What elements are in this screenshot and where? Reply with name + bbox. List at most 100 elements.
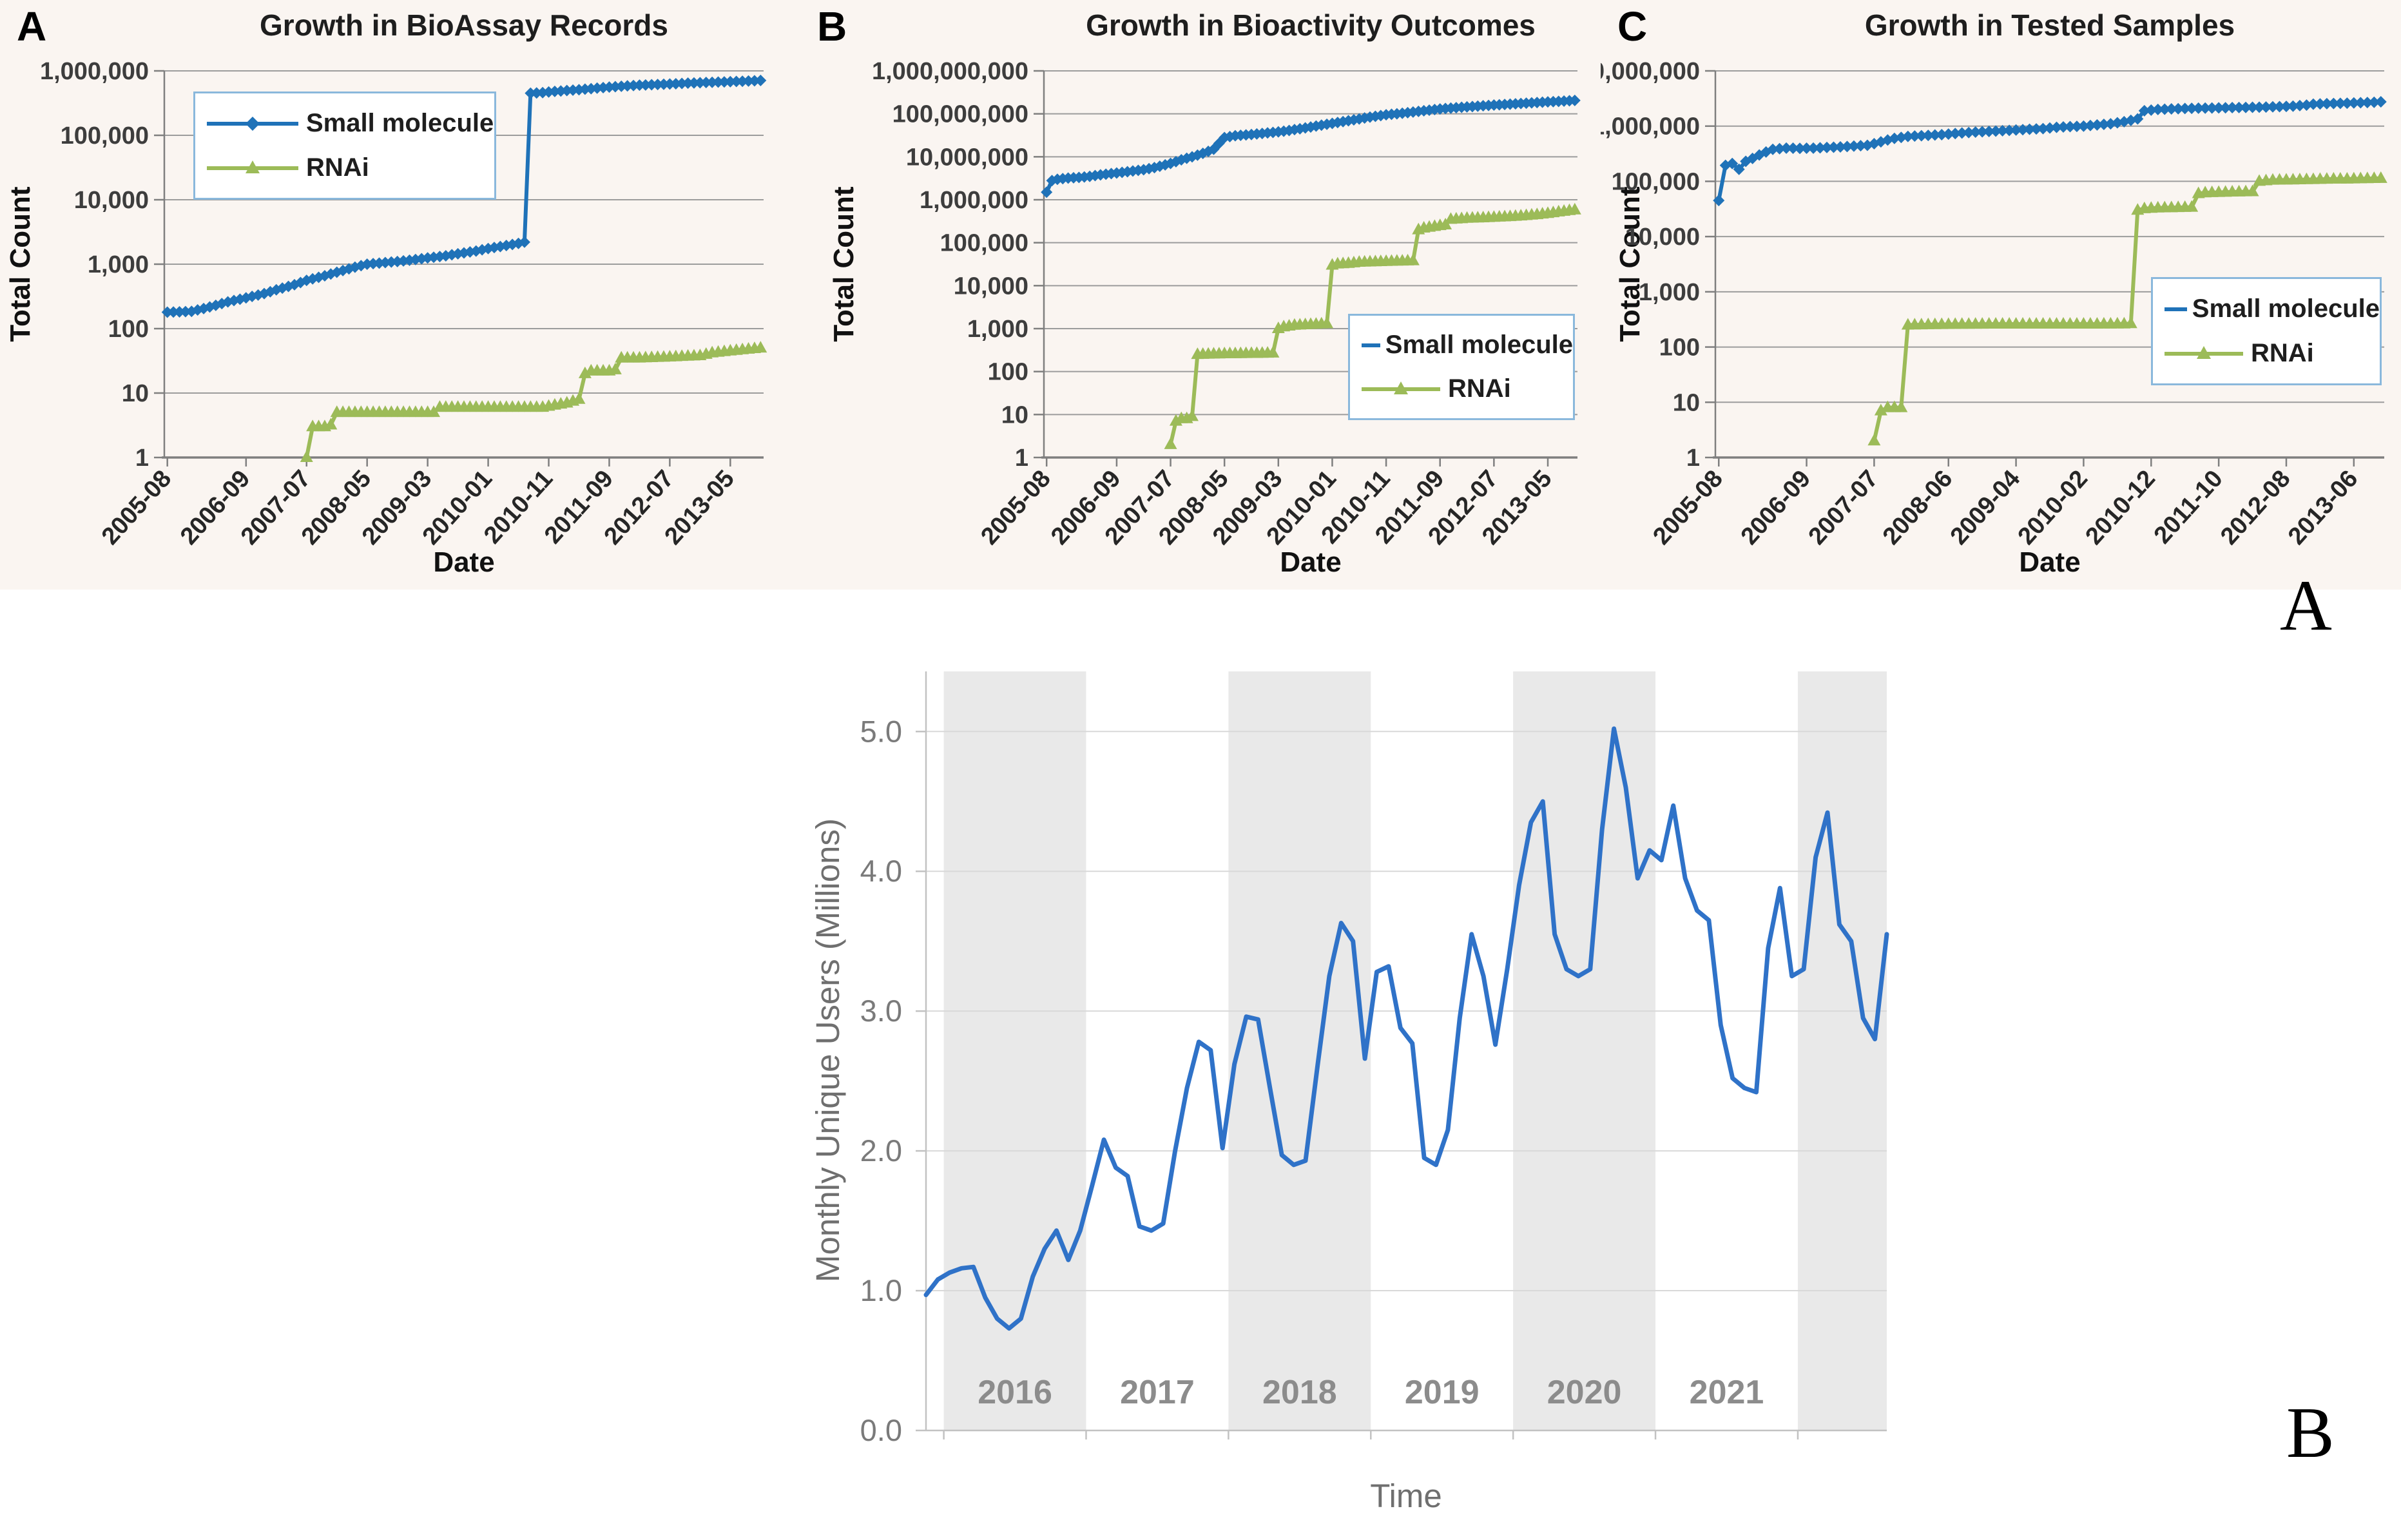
- panel-c-title: Growth in Tested Samples: [1864, 8, 2235, 42]
- series-line: [304, 346, 761, 458]
- gridlines: [926, 731, 1887, 1292]
- svg-text:2005-08: 2005-08: [976, 465, 1056, 550]
- small-molecule-line-marker-icon: [207, 116, 298, 131]
- legend-item-rnai: RNAi: [195, 153, 494, 182]
- svg-text:2021: 2021: [1690, 1374, 1764, 1411]
- svg-text:2010-12: 2010-12: [2080, 465, 2161, 550]
- panel-a-legend: Small molecule RNAi: [193, 91, 496, 200]
- small-molecule-line-marker-icon: [1362, 343, 1380, 347]
- svg-text:2018: 2018: [1262, 1374, 1337, 1411]
- legend-label: RNAi: [1448, 374, 1511, 403]
- rnai-line-marker-icon: [2165, 345, 2243, 359]
- svg-text:100,000: 100,000: [940, 230, 1028, 257]
- y-tick-labels: 1 10 100 1,000 10,000 100,000 1,000,000 10,000,…: [1601, 58, 1700, 472]
- section-label-b: B: [2286, 1393, 2335, 1473]
- svg-text:2013-06: 2013-06: [2283, 465, 2364, 550]
- svg-text:100,000: 100,000: [61, 122, 149, 149]
- svg-text:2.0: 2.0: [860, 1133, 902, 1168]
- bottom-y-axis-title: Monthly Unique Users (Millions): [809, 818, 846, 1282]
- svg-text:100: 100: [1659, 334, 1700, 361]
- legend-item-small-molecule: Small molecule: [1350, 331, 1573, 360]
- svg-text:1: 1: [1015, 445, 1028, 472]
- legend-label: RNAi: [306, 153, 369, 182]
- y-tick-labels: 1 10 100 1,000 10,000 100,000 1,000,000 10,000,…: [872, 58, 1028, 472]
- year-labels: 2016 2017 2018 2019 2020 2021: [978, 1374, 1764, 1411]
- svg-text:1.0: 1.0: [860, 1273, 902, 1307]
- panel-a-x-axis-title: Date: [433, 546, 495, 578]
- panel-letter-a: A: [17, 3, 47, 50]
- svg-text:2017: 2017: [1120, 1374, 1195, 1411]
- users-series-line: [923, 726, 1889, 1331]
- svg-text:10: 10: [122, 380, 149, 407]
- legend-label: Small molecule: [1385, 331, 1573, 359]
- svg-text:1,000,000: 1,000,000: [1601, 113, 1700, 140]
- svg-text:5.0: 5.0: [860, 714, 902, 748]
- svg-text:10,000: 10,000: [1625, 224, 1700, 251]
- rnai-line-marker-icon: [1362, 381, 1440, 394]
- svg-text:10,000: 10,000: [74, 187, 149, 214]
- svg-text:2020: 2020: [1547, 1374, 1622, 1411]
- bioassay-records-chart: 1 10 100 1,000 10,000 100,000 1,000,000 2005-08…: [40, 58, 767, 550]
- bioactivity-outcomes-chart: 1 10 100 1,000 10,000 100,000 1,000,000 10,000,…: [872, 58, 1581, 550]
- panel-letter-c: C: [1617, 3, 1648, 50]
- y-tick-labels: 1 10 100 1,000 10,000 100,000 1,000,000: [40, 58, 149, 472]
- svg-text:10,000,000: 10,000,000: [906, 144, 1028, 171]
- panel-b-legend: Small molecule RNAi: [1348, 314, 1575, 420]
- series-markers: [1713, 96, 2387, 207]
- svg-text:2005-08: 2005-08: [97, 465, 177, 550]
- svg-text:100: 100: [988, 359, 1028, 386]
- rnai-line-marker-icon: [207, 160, 298, 173]
- svg-text:2009-04: 2009-04: [1945, 465, 2026, 550]
- svg-text:2016: 2016: [978, 1374, 1052, 1411]
- x-tick-labels: 2005-082006-092007-072008-052009-032010-…: [97, 465, 740, 550]
- panel-c-x-axis-title: Date: [2019, 546, 2081, 578]
- svg-text:1,000,000: 1,000,000: [40, 58, 149, 85]
- svg-text:10,000,000: 10,000,000: [1601, 58, 1700, 85]
- series-markers: [161, 74, 767, 318]
- svg-text:10: 10: [1001, 401, 1028, 428]
- legend-item-small-molecule: Small molecule: [195, 109, 494, 138]
- series-markers: [300, 341, 767, 462]
- bottom-x-axis-title: Time: [1370, 1477, 1442, 1514]
- svg-text:1: 1: [1686, 445, 1700, 472]
- legend-item-rnai: RNAi: [1350, 374, 1573, 403]
- svg-text:0.0: 0.0: [860, 1413, 902, 1447]
- series-markers: [1164, 202, 1581, 449]
- legend-label: Small molecule: [2192, 294, 2380, 323]
- svg-text:1,000: 1,000: [967, 316, 1028, 343]
- x-tick-labels: 2005-082006-092007-072008-052009-032010-…: [976, 465, 1557, 550]
- svg-text:100: 100: [108, 316, 149, 343]
- svg-text:100,000: 100,000: [1612, 168, 1700, 195]
- panel-c-legend: Small molecule RNAi: [2151, 277, 2382, 385]
- series-markers: [1867, 171, 2387, 446]
- svg-text:2019: 2019: [1405, 1374, 1480, 1411]
- svg-text:3.0: 3.0: [860, 994, 902, 1028]
- panel-letter-b: B: [817, 3, 847, 50]
- tested-samples-chart: 1 10 100 1,000 10,000 100,000 1,000,000 10,000,…: [1601, 58, 2387, 550]
- svg-text:2006-09: 2006-09: [1736, 465, 1817, 550]
- svg-text:2010-02: 2010-02: [2013, 465, 2094, 550]
- svg-text:1: 1: [135, 445, 149, 472]
- svg-text:2008-06: 2008-06: [1878, 465, 1958, 550]
- svg-text:1,000: 1,000: [1639, 279, 1700, 306]
- panel-b-title: Growth in Bioactivity Outcomes: [1086, 8, 1536, 42]
- svg-text:4.0: 4.0: [860, 854, 902, 888]
- year-bands: [943, 671, 1887, 1430]
- panel-b-x-axis-title: Date: [1280, 546, 1342, 578]
- series-markers: [1041, 94, 1581, 198]
- svg-text:2005-08: 2005-08: [1648, 465, 1728, 550]
- legend-item-rnai: RNAi: [2153, 339, 2380, 368]
- small-molecule-line-marker-icon: [2165, 307, 2187, 311]
- svg-text:10,000: 10,000: [954, 273, 1028, 300]
- legend-label: Small molecule: [306, 109, 494, 137]
- x-tick-labels: 2005-08 2006-092007-072008-062009-042010-…: [1648, 465, 2363, 550]
- svg-text:2007-07: 2007-07: [1804, 465, 1884, 550]
- svg-text:1,000,000: 1,000,000: [920, 187, 1028, 214]
- panel-a-title: Growth in BioAssay Records: [260, 8, 668, 42]
- legend-label: RNAi: [2251, 339, 2314, 367]
- svg-text:10: 10: [1673, 389, 1700, 416]
- svg-text:1,000,000,000: 1,000,000,000: [872, 58, 1028, 85]
- svg-text:1,000: 1,000: [88, 251, 149, 278]
